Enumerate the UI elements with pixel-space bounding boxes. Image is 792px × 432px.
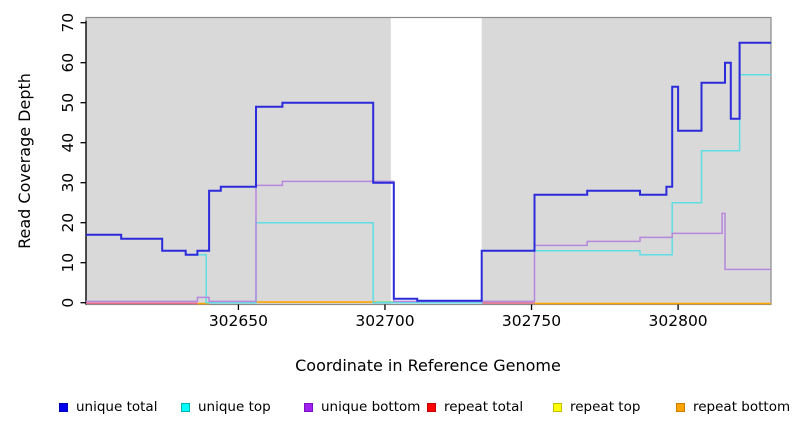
legend-label: repeat top bbox=[570, 399, 641, 415]
y-tick-label: 10 bbox=[59, 253, 77, 273]
legend-label: repeat total bbox=[444, 399, 524, 415]
y-tick-label: 60 bbox=[59, 53, 77, 73]
y-tick-label: 50 bbox=[59, 93, 77, 113]
legend-item-repeat-top: repeat top bbox=[553, 399, 640, 416]
legend: unique total unique top unique bottom repea… bbox=[0, 0, 792, 415]
x-tick-label: 302650 bbox=[209, 312, 268, 330]
x-tick-label: 302750 bbox=[502, 312, 561, 330]
y-tick-label: 40 bbox=[59, 133, 77, 153]
legend-label: unique top bbox=[198, 399, 271, 415]
legend-swatch-icon bbox=[59, 403, 68, 412]
legend-label: unique total bbox=[76, 399, 158, 415]
x-axis-title: Coordinate in Reference Genome bbox=[295, 356, 561, 375]
y-tick-label: 30 bbox=[59, 173, 77, 193]
legend-swatch-icon bbox=[553, 403, 562, 412]
y-tick-label: 70 bbox=[59, 13, 77, 33]
legend-label: repeat bottom bbox=[693, 399, 791, 415]
legend-item-unique-total: unique total bbox=[59, 399, 157, 416]
legend-item-unique-bottom: unique bottom bbox=[304, 399, 420, 416]
legend-swatch-icon bbox=[181, 403, 190, 412]
coverage-gap-band bbox=[390, 18, 482, 305]
legend-swatch-icon bbox=[676, 403, 685, 412]
x-tick-label: 302800 bbox=[649, 312, 708, 330]
legend-swatch-icon bbox=[304, 403, 313, 412]
y-axis-title: Read Coverage Depth bbox=[15, 73, 34, 249]
legend-swatch-icon bbox=[427, 403, 436, 412]
legend-item-repeat-bottom: repeat bottom bbox=[676, 399, 790, 416]
legend-item-unique-top: unique top bbox=[181, 399, 271, 416]
series-line-unique-total bbox=[86, 41, 771, 302]
series-line-unique-bottom bbox=[86, 180, 771, 303]
legend-item-repeat-total: repeat total bbox=[427, 399, 523, 416]
x-tick-label: 302700 bbox=[355, 312, 414, 330]
plot-layer: 0 10 20 30 40 50 60 70 302650 302700 302750 302800 bbox=[59, 13, 772, 330]
legend-label: unique bottom bbox=[321, 399, 421, 415]
y-tick-label: 20 bbox=[59, 213, 77, 233]
y-tick-label: 0 bbox=[59, 298, 77, 308]
